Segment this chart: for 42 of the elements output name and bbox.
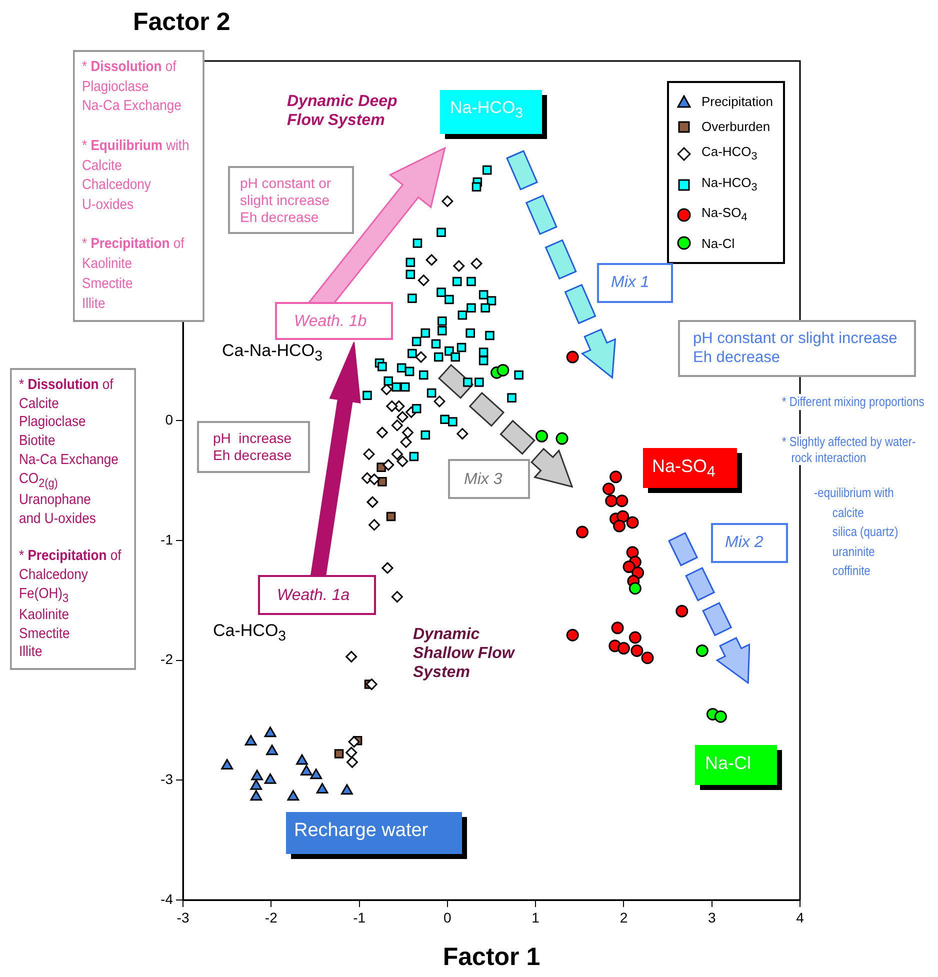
- annotation: pH constant or slight increase Eh decrease: [678, 320, 916, 378]
- annotation: Weath. 1a: [258, 575, 376, 615]
- annotation: pH increase Eh decrease: [197, 421, 310, 473]
- annotation: pH constant or slight increase Eh decrease: [228, 166, 354, 234]
- legend-label: Na-SO$_{4}$: [701, 204, 748, 226]
- annotation: Dynamic Deep Flow System: [287, 92, 398, 130]
- x-tick-label: 1: [532, 909, 540, 926]
- legend-label: Precipitation: [701, 93, 773, 111]
- annotation: Na-Cl: [695, 745, 777, 785]
- x-tick-label: -1: [353, 909, 366, 926]
- x-tick-label: 3: [708, 909, 716, 926]
- legend-label: Ca-HCO$_{3}$: [701, 143, 758, 165]
- x-tick-label: 4: [796, 909, 804, 926]
- legend-label: Na-HCO$_{3}$: [701, 174, 758, 196]
- x-tick-label: -3: [176, 909, 190, 926]
- annotation: Mix 2: [711, 523, 788, 563]
- y-tick-label: -4: [160, 890, 174, 907]
- text: -equilibrium with calcite silica (quartz) uraninite coffinite: [814, 484, 898, 580]
- annotation: Mix 3: [448, 459, 530, 499]
- x-tick-label: 0: [444, 909, 452, 926]
- text: * Dissolution of Calcite Plagioclase Biotite Na-Ca Exchange CO$_{2(g)}$ Uranophane and U-oxides * Precipitation of Chalcedony Fe(OH)$_{3}$ Kaolinite Smectite Illite: [19, 377, 122, 660]
- x-axis-title: Factor 1: [442, 942, 540, 971]
- annotation: Ca-Na-HCO$_{3}$: [222, 341, 322, 366]
- annotation: * Different mixing proportions: [782, 394, 924, 410]
- y-tick-label: -3: [160, 771, 174, 787]
- y-tick-label: -1: [160, 531, 174, 548]
- annotation: Dynamic Shallow Flow System: [413, 625, 514, 683]
- annotation: Na-HCO$_{3}$: [440, 90, 542, 134]
- x-tick-label: 2: [620, 909, 628, 926]
- legend-label: Na-Cl: [701, 234, 735, 253]
- y-tick-label: 0: [165, 411, 174, 428]
- y-axis-title: Factor 2: [133, 8, 230, 37]
- annotation: Na-SO$_{4}$: [643, 448, 737, 488]
- annotation: * Slightly affected by water- rock interaction: [782, 434, 916, 466]
- annotation: Recharge water: [286, 812, 462, 854]
- annotation: Mix 1: [597, 263, 673, 303]
- text: * Dissolution of Plagioclase Na-Ca Exchange * Equilibrium with Calcite Chalcedony U-oxides * Precipitation of Kaolinite Smectite Illite: [82, 59, 190, 312]
- legend-label: Overburden: [701, 118, 770, 136]
- x-tick-label: -2: [264, 909, 278, 926]
- annotation: Ca-HCO$_{3}$: [213, 621, 286, 646]
- y-tick-label: -2: [160, 651, 174, 668]
- annotation: Weath. 1b: [275, 302, 393, 340]
